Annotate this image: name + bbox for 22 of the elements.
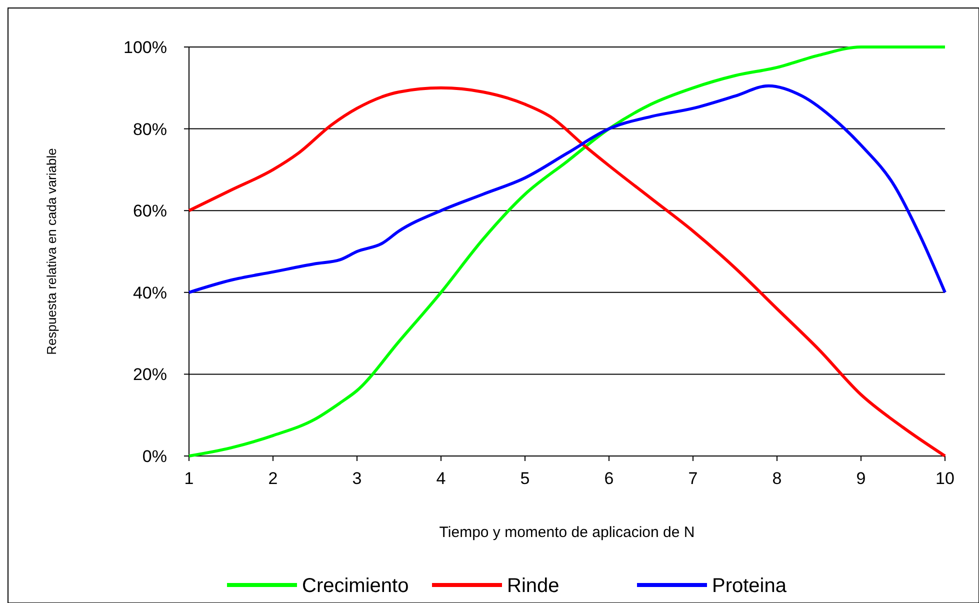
legend-label: Crecimiento bbox=[302, 575, 409, 597]
x-tick-label: 6 bbox=[604, 469, 614, 488]
x-axis-title: Tiempo y momento de aplicacion de N bbox=[439, 524, 695, 541]
y-tick-label: 100% bbox=[124, 38, 167, 57]
y-tick-label: 20% bbox=[132, 365, 167, 384]
legend-label: Rinde bbox=[507, 575, 560, 597]
y-tick-label: 0% bbox=[142, 446, 167, 466]
y-tick-label: 40% bbox=[132, 283, 167, 302]
y-axis-title: Respuesta relativa en cada variable bbox=[44, 148, 59, 355]
y-tick-label: 80% bbox=[132, 120, 167, 139]
x-tick-label: 7 bbox=[688, 469, 698, 488]
x-tick-label: 10 bbox=[936, 469, 954, 488]
x-tick-label: 8 bbox=[772, 469, 782, 488]
x-tick-label: 4 bbox=[436, 469, 446, 488]
line-series bbox=[188, 84, 946, 294]
x-tick-label: 9 bbox=[856, 469, 866, 488]
legend-label: Proteina bbox=[712, 575, 788, 597]
x-tick-label: 3 bbox=[352, 469, 362, 488]
y-tick-label: 60% bbox=[132, 202, 167, 221]
x-tick-label: 1 bbox=[184, 469, 194, 488]
x-tick-label: 2 bbox=[268, 469, 278, 488]
x-tick-label: 5 bbox=[520, 469, 530, 488]
